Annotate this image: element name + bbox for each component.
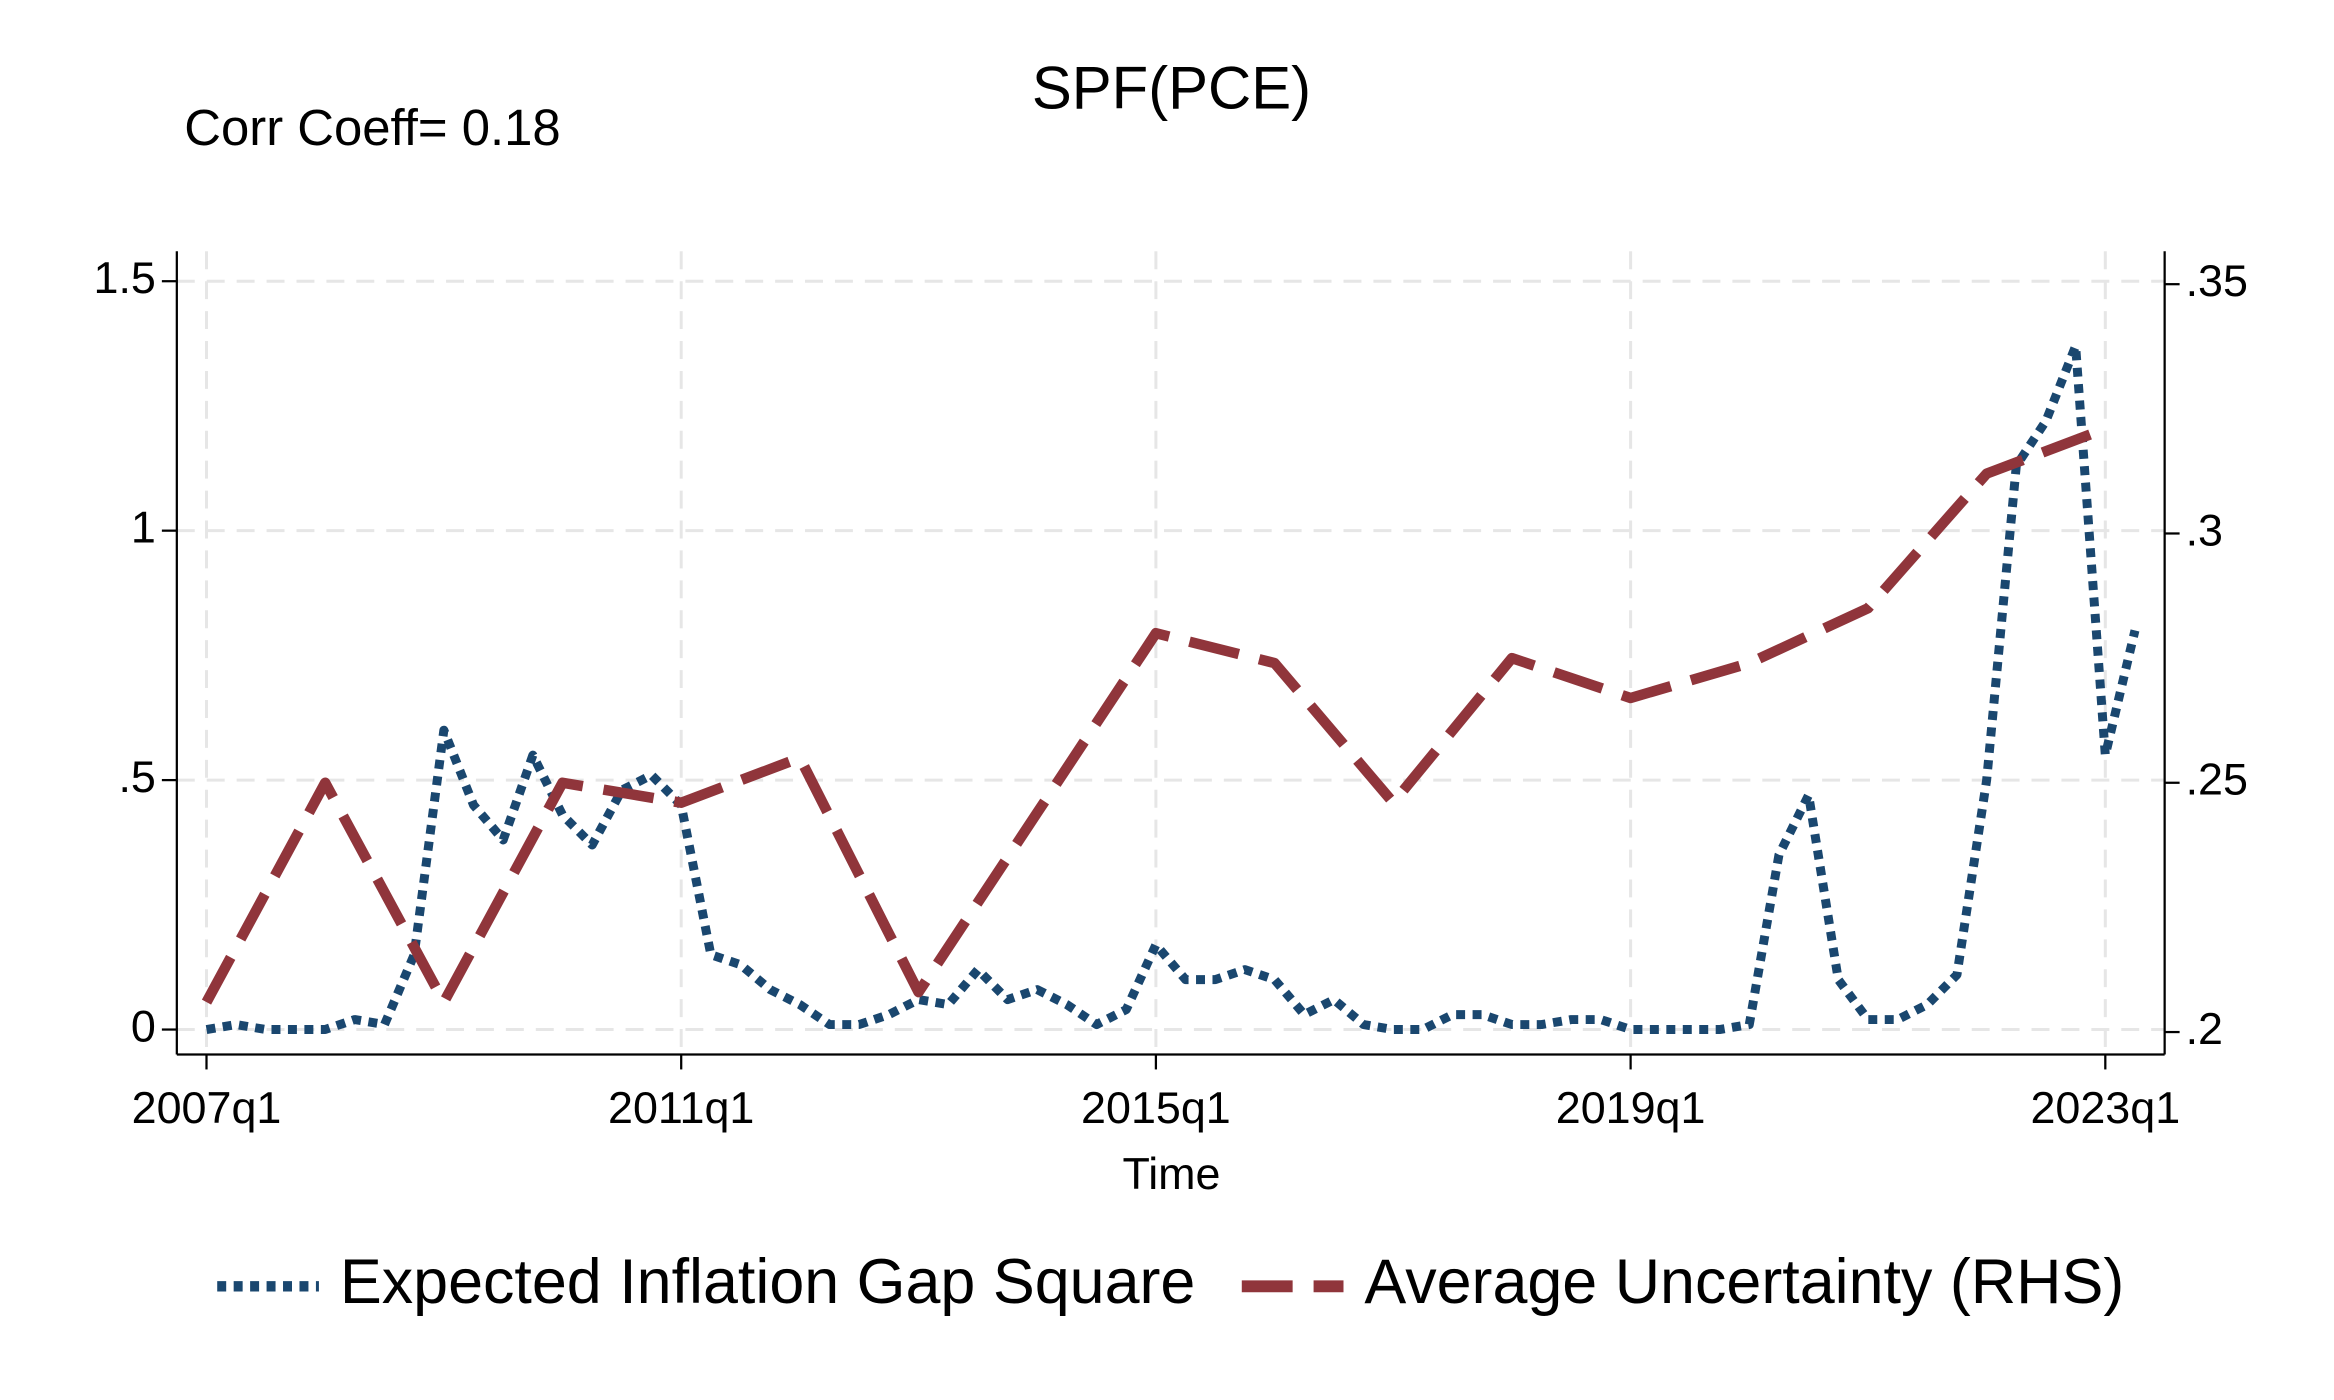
series-line <box>205 341 2140 1035</box>
x-axis-label: Time <box>1122 1148 1220 1199</box>
series-line <box>201 423 2108 1008</box>
grid <box>176 251 2165 1055</box>
x-tick-label: 2011q1 <box>608 1082 754 1133</box>
y2-tick-label: .2 <box>2186 1003 2223 1054</box>
annotation: Corr Coeff= 0.18 <box>184 99 560 156</box>
legend-label: Expected Inflation Gap Square <box>340 1247 1196 1317</box>
chart-title: SPF(PCE) <box>1032 55 1311 122</box>
y-tick-label: .5 <box>118 751 155 802</box>
y-tick-label: 1.5 <box>94 252 156 303</box>
plot-area <box>201 341 2140 1035</box>
x-tick-label: 2019q1 <box>1556 1082 1706 1133</box>
y-tick-label: 0 <box>131 1000 156 1051</box>
y2-tick-label: .25 <box>2186 754 2248 805</box>
x-tick-label: 2015q1 <box>1081 1082 1231 1133</box>
y2-tick-label: .3 <box>2186 504 2223 555</box>
x-tick-label: 2023q1 <box>2030 1082 2180 1133</box>
legend-label: Average Uncertainty (RHS) <box>1364 1247 2124 1317</box>
y2-tick-label: .35 <box>2186 255 2248 306</box>
x-tick-label: 2007q1 <box>132 1082 282 1133</box>
y-tick-label: 1 <box>131 502 156 553</box>
